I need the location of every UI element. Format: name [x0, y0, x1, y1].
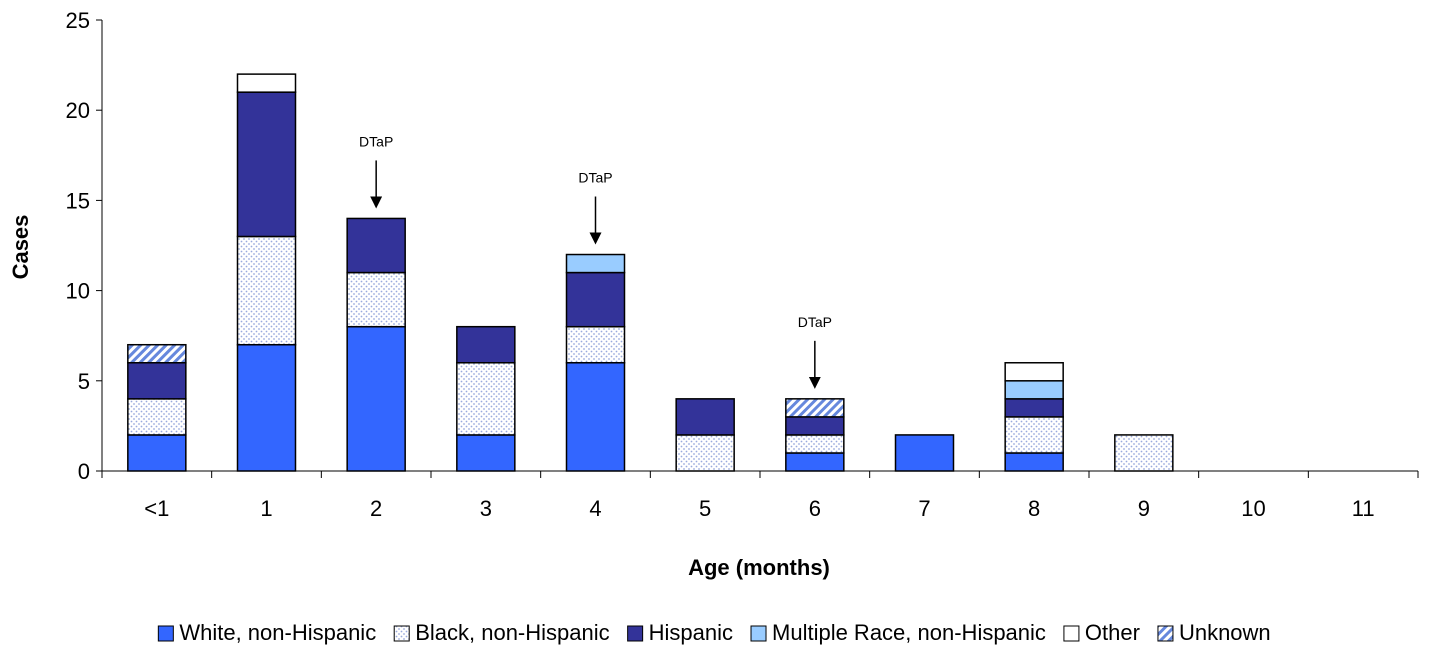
bar-segment [785, 434, 845, 454]
bar-segment [1004, 362, 1064, 382]
bar-segment [236, 235, 297, 346]
y-tick-label: 20 [66, 98, 90, 123]
legend-swatch [1157, 625, 1174, 642]
x-tick-label: 5 [699, 496, 711, 521]
bar-segment [346, 271, 406, 328]
bar-segment [456, 325, 516, 364]
legend-label: Other [1085, 620, 1140, 645]
y-tick-label: 0 [78, 459, 90, 484]
x-tick-label: 1 [260, 496, 272, 521]
x-axis: <1 1 2 3 4 5 6 7 8 9 10 11 [101, 470, 1419, 521]
annotation-label: DTaP [578, 170, 612, 186]
x-tick-label: 9 [1138, 496, 1150, 521]
bar-segment [127, 398, 187, 436]
bar-segment [236, 343, 297, 472]
bar-segment [785, 452, 845, 472]
y-tick-label: 5 [78, 369, 90, 394]
x-tick-label: 2 [370, 496, 382, 521]
bar-segment [1004, 380, 1064, 400]
legend-swatch [1063, 625, 1080, 642]
x-tick-label: 10 [1241, 496, 1265, 521]
legend: White, non-Hispanic Black, non-Hispanic Hi… [157, 620, 1271, 645]
bar-segment [1114, 434, 1174, 472]
legend-label: Multiple Race, non-Hispanic [772, 620, 1046, 645]
x-tick-label: <1 [144, 496, 169, 521]
bar-segment [127, 362, 187, 400]
bar-segment [565, 253, 626, 274]
bar-segment [346, 217, 406, 274]
x-tick-label: 4 [589, 496, 601, 521]
bar-segment [1004, 452, 1064, 472]
bar-segment [456, 434, 516, 472]
bar-segment [675, 398, 735, 436]
y-axis-title: Cases [8, 215, 33, 280]
y-tick-label: 15 [66, 188, 90, 213]
y-axis: 0 5 10 15 20 25 [66, 8, 103, 484]
legend-label: Unknown [1179, 620, 1271, 645]
bar-segment [785, 416, 845, 436]
annotations: DTaP DTaP DTaP [359, 133, 832, 389]
x-tick-label: 6 [809, 496, 821, 521]
annotation-label: DTaP [359, 133, 393, 149]
bar-segment [565, 325, 626, 364]
legend-label: Hispanic [649, 620, 733, 645]
bar-segment [565, 271, 626, 328]
x-tick-label: 11 [1352, 496, 1375, 521]
bar-segment [456, 362, 516, 436]
legend-swatch [157, 625, 174, 642]
bar-segment [346, 325, 406, 472]
legend-swatch [627, 625, 644, 642]
bar-segment [675, 434, 735, 472]
bars [127, 73, 1174, 472]
bar-segment [565, 362, 626, 472]
bar-segment [894, 434, 955, 472]
bar-segment [236, 91, 297, 238]
annotation-label: DTaP [798, 314, 832, 330]
bar-segment [127, 343, 187, 364]
legend-swatch [393, 625, 410, 642]
bar-segment [1004, 398, 1064, 418]
legend-label: Black, non-Hispanic [415, 620, 609, 645]
legend-label: White, non-Hispanic [179, 620, 376, 645]
y-tick-label: 25 [66, 8, 90, 33]
x-tick-label: 7 [918, 496, 930, 521]
x-axis-title: Age (months) [688, 555, 830, 580]
bar-segment [127, 434, 187, 472]
bar-segment [236, 73, 297, 93]
bar-segment [785, 398, 845, 418]
legend-swatch [750, 625, 767, 642]
y-tick-label: 10 [66, 279, 90, 304]
x-tick-label: 8 [1028, 496, 1040, 521]
x-tick-label: 3 [480, 496, 492, 521]
bar-segment [1004, 416, 1064, 454]
